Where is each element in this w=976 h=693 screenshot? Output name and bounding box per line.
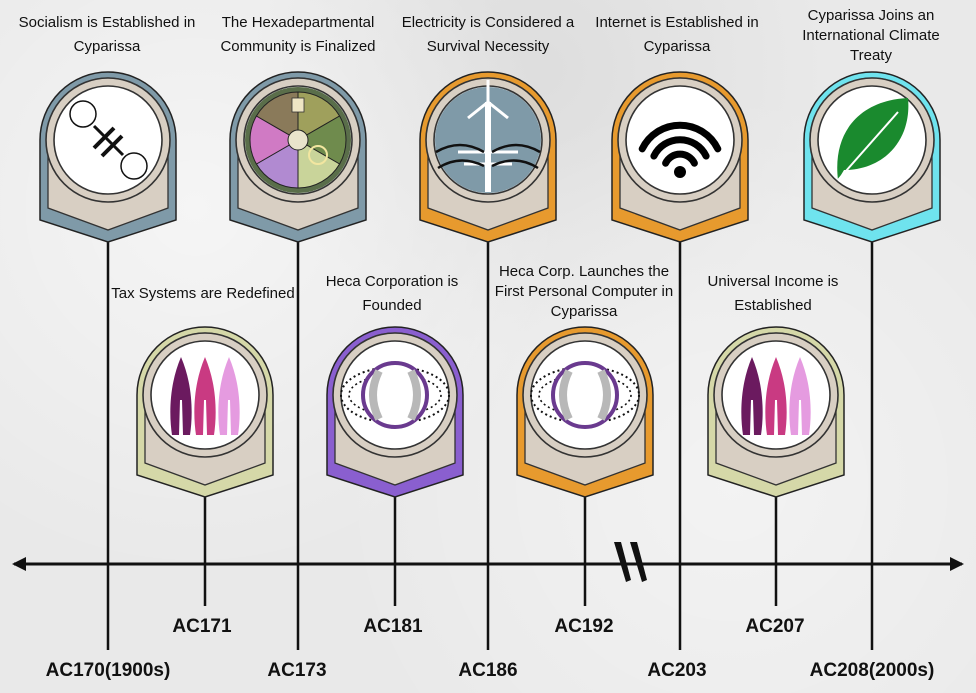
year-label-ac170: AC170(1900s) — [45, 660, 171, 681]
hexadepartmental-emblem-icon — [245, 87, 351, 193]
year-label-ac173: AC173 — [267, 660, 327, 681]
bottom-badge-2 — [516, 326, 654, 498]
top-badge-2 — [419, 71, 557, 243]
event-label-internet: Internet is Established in Cyparissa — [595, 14, 759, 55]
top-badge-1 — [229, 71, 367, 243]
axis-right-arrow — [950, 557, 964, 571]
heca-logo-icon — [340, 361, 450, 429]
event-label-heca-founded: Heca Corporation is Founded — [325, 273, 459, 314]
cypress-trees-icon — [170, 357, 240, 435]
event-label-tax: Tax Systems are Redefined — [111, 285, 295, 302]
top-badge-0 — [39, 71, 177, 243]
bottom-badge-3 — [707, 326, 845, 498]
year-label-ac203: AC203 — [647, 660, 707, 681]
axis-break-marks — [614, 542, 647, 582]
top-badge-4 — [803, 71, 941, 243]
wifi-icon — [638, 121, 722, 178]
year-label-ac208: AC208(2000s) — [809, 660, 935, 681]
socialism-symbol-icon — [69, 100, 148, 180]
bottom-badge-0 — [136, 326, 274, 498]
power-tower-icon — [435, 80, 541, 193]
year-label-ac192: AC192 — [554, 616, 614, 637]
year-label-ac171: AC171 — [172, 616, 232, 637]
leaf-icon — [837, 98, 909, 181]
event-label-hexadepartmental: The Hexadepartmental Community is Finali… — [220, 14, 376, 55]
event-label-heca-computer: Heca Corp. Launches the First Personal C… — [494, 263, 674, 320]
year-label-ac181: AC181 — [363, 616, 423, 637]
event-label-socialism: Socialism is Established in Cyparissa — [18, 14, 196, 55]
event-label-climate-treaty: Cyparissa Joins an International Climate… — [802, 7, 940, 64]
year-label-ac207: AC207 — [745, 616, 805, 637]
event-label-universal-income: Universal Income is Established — [707, 273, 839, 314]
year-label-ac186: AC186 — [458, 660, 518, 681]
bottom-badge-1 — [326, 326, 464, 498]
cypress-trees-icon — [741, 357, 811, 435]
top-badge-3 — [611, 71, 749, 243]
event-label-electricity: Electricity is Considered a Survival Nec… — [401, 14, 575, 55]
axis-left-arrow — [12, 557, 26, 571]
heca-logo-icon — [530, 361, 640, 429]
